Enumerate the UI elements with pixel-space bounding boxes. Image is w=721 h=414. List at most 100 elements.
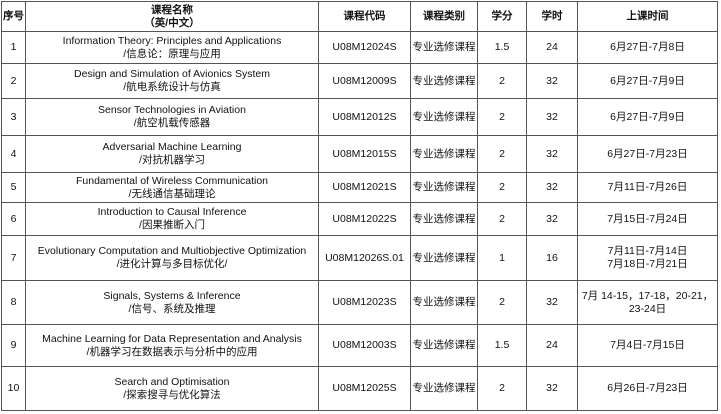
course-time-line: 6月26日-7月23日: [607, 382, 688, 394]
course-credit: 1.5: [477, 324, 527, 367]
course-time-line: 23-24日: [628, 302, 667, 315]
course-hours: 32: [526, 280, 578, 325]
course-name-zh: /探索搜寻与优化算法: [123, 388, 221, 401]
header-no: 序号: [1, 1, 26, 32]
course-credit: 2: [477, 98, 527, 136]
course-hours: 32: [526, 202, 578, 236]
course-time: 6月26日-7月23日: [577, 366, 718, 411]
course-credit: 1.5: [477, 31, 527, 64]
course-time: 6月27日-7月9日: [577, 63, 718, 99]
course-name: Fundamental of Wireless Communication/无线…: [25, 172, 319, 203]
course-name-en: Information Theory: Principles and Appli…: [62, 34, 282, 47]
course-name: Signals, Systems & Inference/信号、系统及推理: [25, 280, 319, 325]
course-time-line: 7月11日-7月26日: [607, 181, 688, 193]
course-name: Introduction to Causal Inference/因果推断入门: [25, 202, 319, 236]
course-time-line: 7月 14-15，17-18，20-21，: [581, 289, 714, 302]
course-type: 专业选修课程: [410, 202, 478, 236]
row-number: 8: [1, 280, 26, 325]
course-hours: 24: [526, 324, 578, 367]
table-row: 8 Signals, Systems & Inference/信号、系统及推理 U0…: [1, 280, 718, 325]
row-number: 5: [1, 172, 26, 203]
table-row: 2 Design and Simulation of Avionics Syste…: [1, 63, 718, 99]
table-row: 1 Information Theory: Principles and Appl…: [1, 31, 718, 64]
row-number: 7: [1, 235, 26, 281]
course-type: 专业选修课程: [410, 235, 478, 281]
header-hours: 学时: [526, 1, 578, 32]
table-row: 4 Adversarial Machine Learning/对抗机器学习 U08M…: [1, 135, 718, 173]
course-time: 6月27日-7月9日: [577, 98, 718, 136]
course-type: 专业选修课程: [410, 98, 478, 136]
course-time: 6月27日-7月23日: [577, 135, 718, 173]
course-name-zh: /对抗机器学习: [139, 154, 205, 166]
course-credit: 2: [477, 280, 527, 325]
header-row: 序号 课程名称 （英/中文） 课程代码 课程类别 学分 学时 上课时间: [1, 1, 718, 32]
course-code: U08M12022S: [318, 202, 411, 236]
course-type: 专业选修课程: [410, 135, 478, 173]
course-time: 7月 14-15，17-18，20-21， 23-24日: [577, 280, 718, 325]
header-time: 上课时间: [577, 1, 718, 32]
row-number: 6: [1, 202, 26, 236]
course-credit: 2: [477, 172, 527, 203]
table-row: 3 Sensor Technologies in Aviation/航空机载传感器…: [1, 98, 718, 136]
course-credit: 1: [477, 235, 527, 281]
course-name: Adversarial Machine Learning/对抗机器学习: [25, 135, 319, 173]
course-name-zh: /信息论：原理与应用: [123, 47, 221, 60]
course-name: Design and Simulation of Avionics System…: [25, 63, 319, 99]
course-type: 专业选修课程: [410, 31, 478, 64]
course-name-zh: /航空机载传感器: [133, 117, 211, 129]
course-name: Evolutionary Computation and Multiobject…: [25, 235, 319, 281]
course-time-line: 6月27日-7月23日: [607, 147, 688, 160]
course-time-line: 7月18日-7月21日: [607, 258, 688, 270]
course-time-line: 6月27日-7月9日: [610, 110, 685, 123]
course-time: 7月11日-7月14日 7月18日-7月21日: [577, 235, 718, 281]
course-code: U08M12012S: [318, 98, 411, 136]
course-code: U08M12026S.01: [318, 235, 411, 281]
row-number: 2: [1, 63, 26, 99]
header-name: 课程名称 （英/中文）: [25, 1, 319, 32]
course-code: U08M12009S: [318, 63, 411, 99]
course-time: 7月11日-7月26日: [577, 172, 718, 203]
row-number: 9: [1, 324, 26, 367]
header-name-line1: 课程名称: [151, 3, 193, 16]
course-name-en: Search and Optimisation: [114, 375, 230, 388]
course-hours: 32: [526, 366, 578, 411]
course-code: U08M12024S: [318, 31, 411, 64]
course-name-en: Evolutionary Computation and Multiobject…: [37, 245, 307, 257]
header-name-line2: （英/中文）: [144, 16, 200, 29]
course-type: 专业选修课程: [410, 63, 478, 99]
course-code: U08M12003S: [318, 324, 411, 367]
table-row: 5 Fundamental of Wireless Communication/无…: [1, 172, 718, 203]
course-name: Search and Optimisation/探索搜寻与优化算法: [25, 366, 319, 411]
course-code: U08M12025S: [318, 366, 411, 411]
course-credit: 2: [477, 63, 527, 99]
course-time-line: 7月4日-7月15日: [610, 339, 685, 351]
course-time-line: 7月11日-7月14日: [607, 245, 688, 257]
course-name-zh: /进化计算与多目标优化/: [116, 258, 228, 270]
course-type: 专业选修课程: [410, 366, 478, 411]
table-row: 6 Introduction to Causal Inference/因果推断入门…: [1, 202, 718, 236]
header-code: 课程代码: [318, 1, 411, 32]
course-hours: 24: [526, 31, 578, 64]
course-name-en: Design and Simulation of Avionics System: [74, 68, 270, 80]
course-credit: 2: [477, 202, 527, 236]
course-type: 专业选修课程: [410, 324, 478, 367]
course-name-en: Sensor Technologies in Aviation: [98, 104, 246, 116]
course-hours: 32: [526, 63, 578, 99]
course-code: U08M12023S: [318, 280, 411, 325]
course-code: U08M12021S: [318, 172, 411, 203]
course-type: 专业选修课程: [410, 280, 478, 325]
course-credit: 2: [477, 366, 527, 411]
header-type: 课程类别: [410, 1, 478, 32]
row-number: 3: [1, 98, 26, 136]
course-name-zh: /无线通信基础理论: [128, 187, 216, 200]
course-name-zh: /机器学习在数据表示与分析中的应用: [86, 345, 258, 358]
course-credit: 2: [477, 135, 527, 173]
course-name-zh: /航电系统设计与仿真: [123, 81, 221, 93]
course-name-en: Adversarial Machine Learning: [102, 141, 242, 153]
course-name: Information Theory: Principles and Appli…: [25, 31, 319, 64]
course-hours: 16: [526, 235, 578, 281]
course-hours: 32: [526, 98, 578, 136]
course-name-en: Machine Learning for Data Representation…: [42, 332, 302, 345]
course-time: 7月4日-7月15日: [577, 324, 718, 367]
